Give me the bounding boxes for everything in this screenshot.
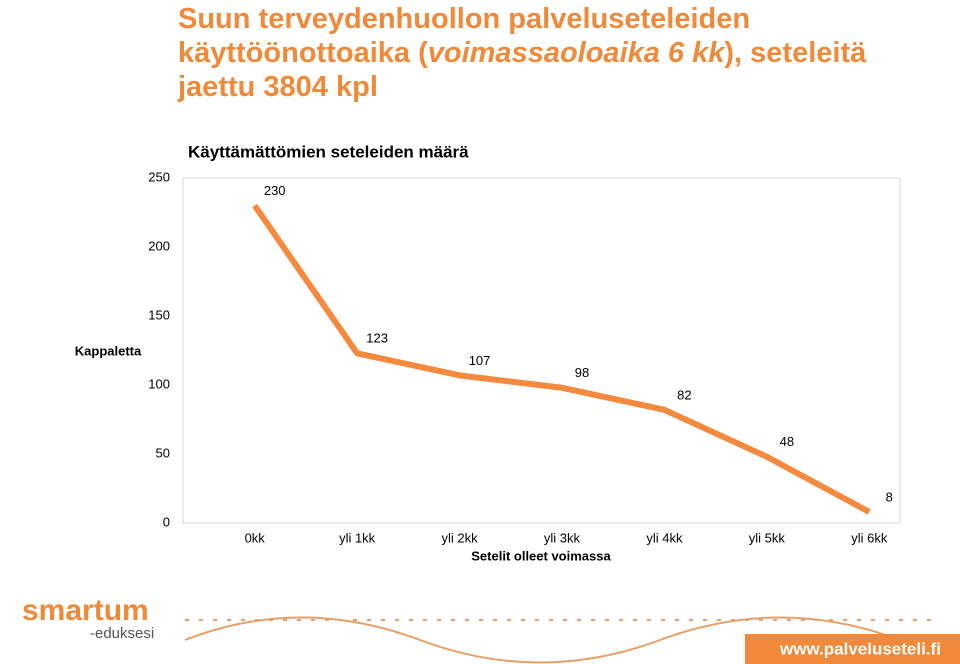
- line: [252, 203, 871, 515]
- title-part: Suun terveydenhuollon palveluseteleiden …: [178, 3, 751, 69]
- y-tick-label: 200: [148, 238, 170, 253]
- y-tick-label: 100: [148, 376, 170, 391]
- data-label: 98: [575, 365, 589, 380]
- chart-title: Käyttämättömien seteleiden määrä: [188, 142, 469, 161]
- x-tick-label: 0kk: [245, 530, 266, 545]
- logo-sub: -eduksesi: [90, 625, 154, 642]
- data-label: 107: [469, 353, 491, 368]
- figures-strip: [184, 616, 940, 664]
- plot-area: [182, 177, 901, 524]
- slide-title: Suun terveydenhuollon palveluseteleiden …: [178, 2, 878, 104]
- x-tick-label: yli 1kk: [339, 530, 376, 545]
- data-label: 230: [264, 183, 286, 198]
- title-part: voimassaoloaika 6 kk: [427, 37, 725, 69]
- x-tick-label: yli 6kk: [851, 530, 888, 545]
- data-label: 82: [677, 387, 691, 402]
- x-tick-label: yli 2kk: [441, 530, 478, 545]
- data-label: 123: [366, 331, 388, 346]
- y-axis-label: Kappaletta: [75, 343, 142, 358]
- x-tick-label: yli 5kk: [749, 530, 786, 545]
- data-label: 8: [886, 489, 893, 504]
- x-tick-label: yli 3kk: [544, 530, 581, 545]
- y-tick-label: 0: [163, 514, 170, 529]
- data-label: 48: [780, 434, 794, 449]
- x-axis-label: Setelit olleet voimassa: [471, 548, 611, 563]
- y-tick-label: 50: [156, 445, 170, 460]
- url-bar: [745, 634, 960, 664]
- logo: smartum: [22, 594, 149, 627]
- x-tick-label: yli 4kk: [646, 530, 683, 545]
- footer: smartum -eduksesi www.palveluseteli.fi: [0, 588, 960, 664]
- y-tick-label: 250: [148, 169, 170, 184]
- url: www.palveluseteli.fi: [779, 639, 941, 658]
- y-tick-label: 150: [148, 307, 170, 322]
- title-part: ), seteleitä jaettu 3804 kpl: [178, 37, 867, 103]
